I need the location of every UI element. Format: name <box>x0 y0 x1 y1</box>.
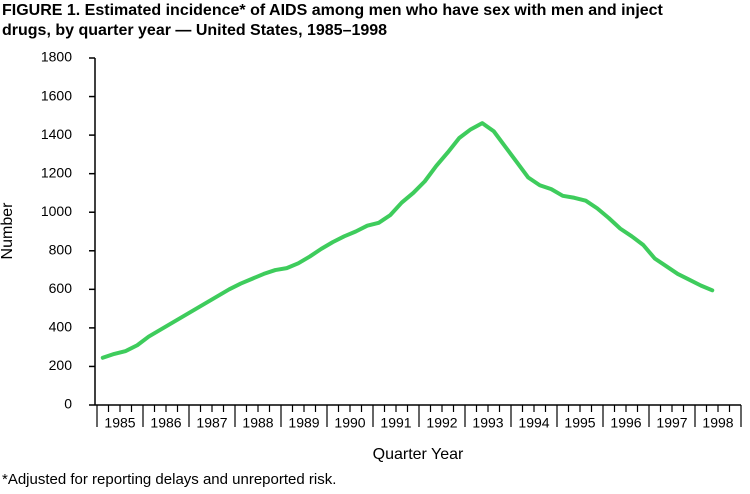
chart-title: FIGURE 1. Estimated incidence* of AIDS a… <box>2 2 664 19</box>
chart-title: drugs, by quarter year — United States, … <box>2 22 387 39</box>
x-tick-label: 1997 <box>656 415 687 431</box>
x-tick-label: 1994 <box>518 415 549 431</box>
x-tick-label: 1988 <box>242 415 273 431</box>
y-tick-label: 200 <box>49 357 73 373</box>
y-tick-label: 600 <box>49 280 73 296</box>
y-tick-label: 400 <box>49 319 73 335</box>
y-tick-label: 1800 <box>41 49 72 65</box>
x-tick-label: 1991 <box>380 415 411 431</box>
x-tick-label: 1985 <box>104 415 135 431</box>
y-tick-label: 1400 <box>41 126 72 142</box>
data-line <box>100 121 715 360</box>
x-axis-label: Quarter Year <box>373 446 464 463</box>
y-tick-label: 1000 <box>41 203 72 219</box>
y-axis-label: Number <box>0 202 16 260</box>
x-tick-label: 1998 <box>702 415 733 431</box>
x-tick-label: 1992 <box>426 415 457 431</box>
y-tick-label: 1600 <box>41 87 72 103</box>
x-tick-label: 1996 <box>610 415 641 431</box>
x-tick-label: 1989 <box>288 415 319 431</box>
footnote: *Adjusted for reporting delays and unrep… <box>2 471 336 488</box>
y-tick-label: 1200 <box>41 164 72 180</box>
x-tick-label: 1987 <box>196 415 227 431</box>
x-tick-label: 1990 <box>334 415 365 431</box>
x-tick-label: 1995 <box>564 415 595 431</box>
x-tick-label: 1986 <box>150 415 181 431</box>
y-tick-label: 800 <box>49 241 73 257</box>
x-tick-label: 1993 <box>472 415 503 431</box>
y-tick-label: 0 <box>64 396 72 412</box>
